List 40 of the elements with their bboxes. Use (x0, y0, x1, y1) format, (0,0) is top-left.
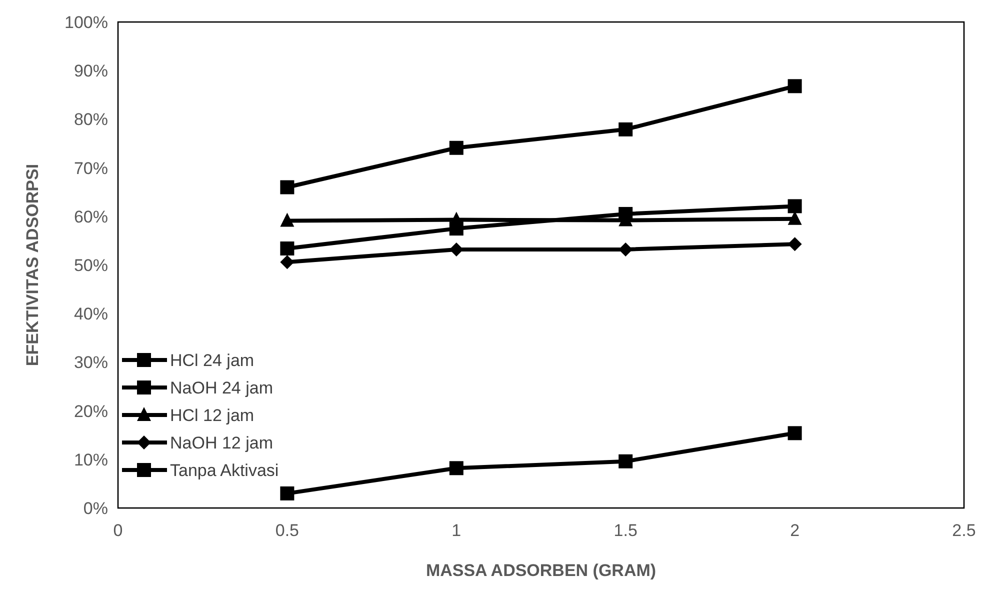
point (280, 241, 294, 256)
x-tick-label: 1.5 (614, 521, 638, 540)
point (788, 237, 802, 252)
point (280, 212, 294, 227)
point (449, 242, 464, 256)
y-tick-label: 60% (74, 207, 108, 226)
legend-label: NaOH 12 jam (170, 433, 273, 452)
point (449, 461, 464, 476)
point (280, 486, 294, 500)
point (449, 140, 464, 155)
y-tick-label: 100% (64, 12, 108, 32)
y-axis-title: EFEKTIVITAS ADSORPSI (23, 164, 42, 366)
x-axis-title: MASSA ADSORBEN (GRAM) (426, 561, 656, 580)
legend-label: HCl 12 jam (170, 406, 254, 425)
x-tick-label: 0.5 (275, 521, 300, 540)
y-tick-label: 50% (74, 256, 108, 275)
point (280, 255, 294, 270)
legend-label: Tanpa Aktivasi (170, 460, 279, 480)
x-tick-label: 2.5 (952, 521, 976, 540)
y-tick-label: 30% (74, 353, 108, 372)
point (618, 454, 633, 468)
y-tick-label: 80% (74, 110, 108, 130)
point (618, 122, 633, 136)
x-tick-label: 1 (452, 521, 462, 540)
y-tick-label: 10% (74, 450, 108, 470)
point (280, 180, 294, 194)
y-tick-label: 40% (74, 304, 108, 324)
x-tick-label: 0 (113, 521, 123, 540)
y-tick-label: 90% (74, 62, 108, 81)
point (788, 79, 802, 94)
point (618, 242, 633, 256)
point (788, 199, 802, 214)
y-tick-label: 70% (74, 158, 108, 178)
y-tick-label: 0% (83, 498, 108, 518)
point (449, 212, 464, 226)
y-tick-label: 20% (74, 402, 108, 421)
legend-label: HCl 24 jam (170, 350, 254, 370)
x-tick-label: 2 (790, 521, 800, 540)
legend-label: NaOH 24 jam (170, 378, 273, 398)
point (788, 426, 802, 440)
